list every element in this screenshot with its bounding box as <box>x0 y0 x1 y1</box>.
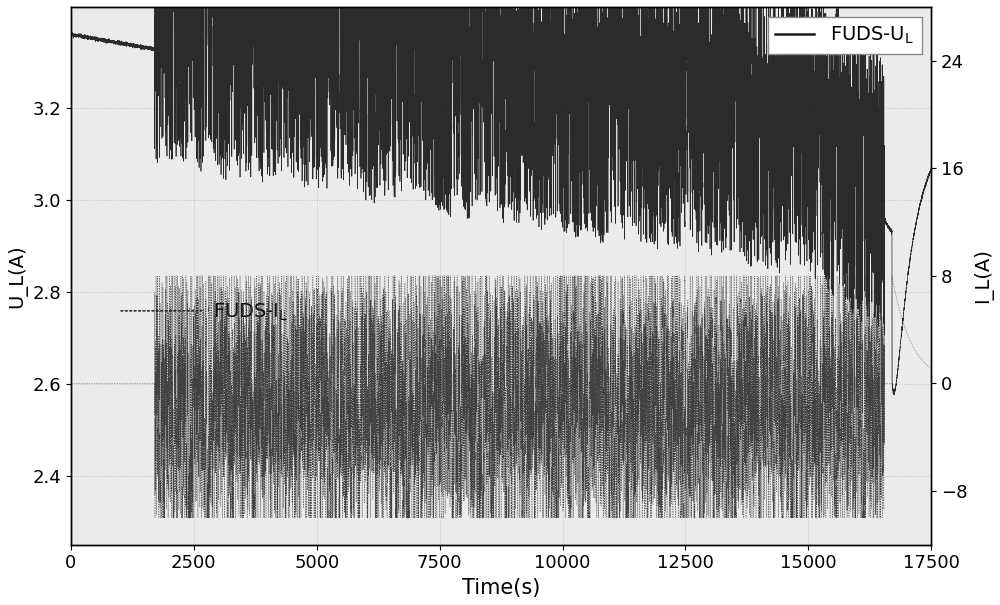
X-axis label: Time(s): Time(s) <box>462 578 540 598</box>
Legend: FUDS-U$_\mathregular{L}$: FUDS-U$_\mathregular{L}$ <box>768 17 922 53</box>
Text: FUDS-I$_\mathregular{L}$: FUDS-I$_\mathregular{L}$ <box>213 302 288 323</box>
Y-axis label: I_L(A): I_L(A) <box>973 249 993 303</box>
Y-axis label: U_L(A): U_L(A) <box>7 244 27 308</box>
